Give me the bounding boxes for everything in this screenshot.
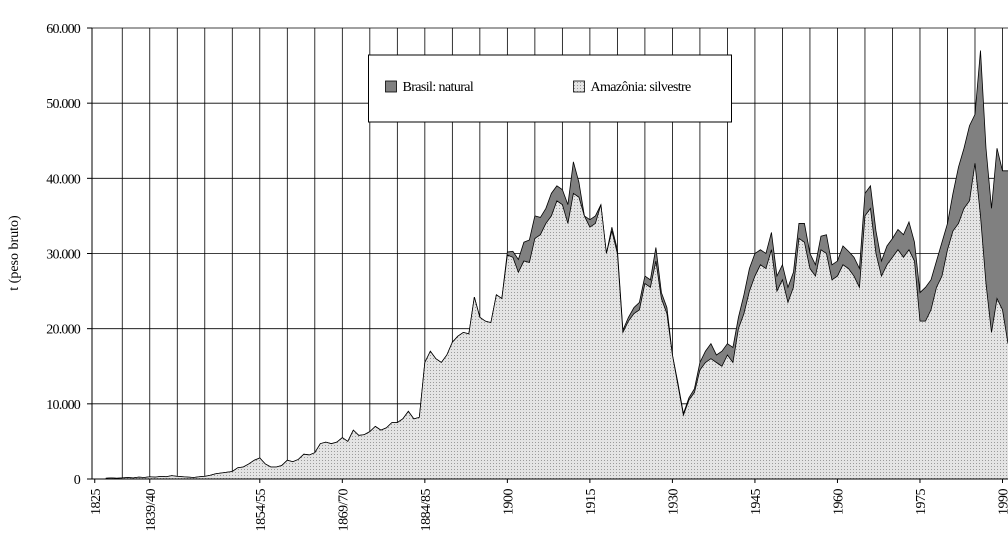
legend: Brasil: natural Amazônia: silvestre <box>368 54 732 123</box>
y-tick-label: 10.000 <box>46 398 81 413</box>
y-axis-title: t (peso bruto) <box>7 215 22 291</box>
y-tick-label: 30.000 <box>46 248 81 263</box>
x-tick-label: 1915 <box>584 489 599 516</box>
x-tick-label: 1990 <box>996 489 1008 516</box>
x-tick-label: 1945 <box>749 489 764 516</box>
y-tick-label: 50.000 <box>46 97 81 112</box>
x-tick-label: 1900 <box>501 489 516 516</box>
x-tick-label: 1960 <box>831 489 846 516</box>
legend-label: Brasil: natural <box>403 80 474 95</box>
legend-swatch <box>385 80 397 93</box>
legend-label: Amazônia: silvestre <box>591 80 692 95</box>
y-tick-label: 20.000 <box>46 323 81 338</box>
area <box>105 163 1008 480</box>
y-tick-label: 0 <box>74 473 81 488</box>
y-tick-label: 60.000 <box>46 22 81 37</box>
x-tick-label: 1869/70 <box>336 489 351 532</box>
area-outline <box>105 163 1008 479</box>
x-tick-label: 1854/55 <box>254 489 269 532</box>
legend-box <box>368 54 732 123</box>
legend-swatch <box>573 80 585 93</box>
x-tick-label: 1930 <box>666 489 681 516</box>
x-tick-label: 1975 <box>914 489 929 516</box>
y-tick-label: 40.000 <box>46 172 81 187</box>
x-tick-label: 1825 <box>89 489 104 516</box>
x-tick-label: 1884/85 <box>419 489 434 532</box>
x-tick-label: 1839/40 <box>144 489 159 532</box>
